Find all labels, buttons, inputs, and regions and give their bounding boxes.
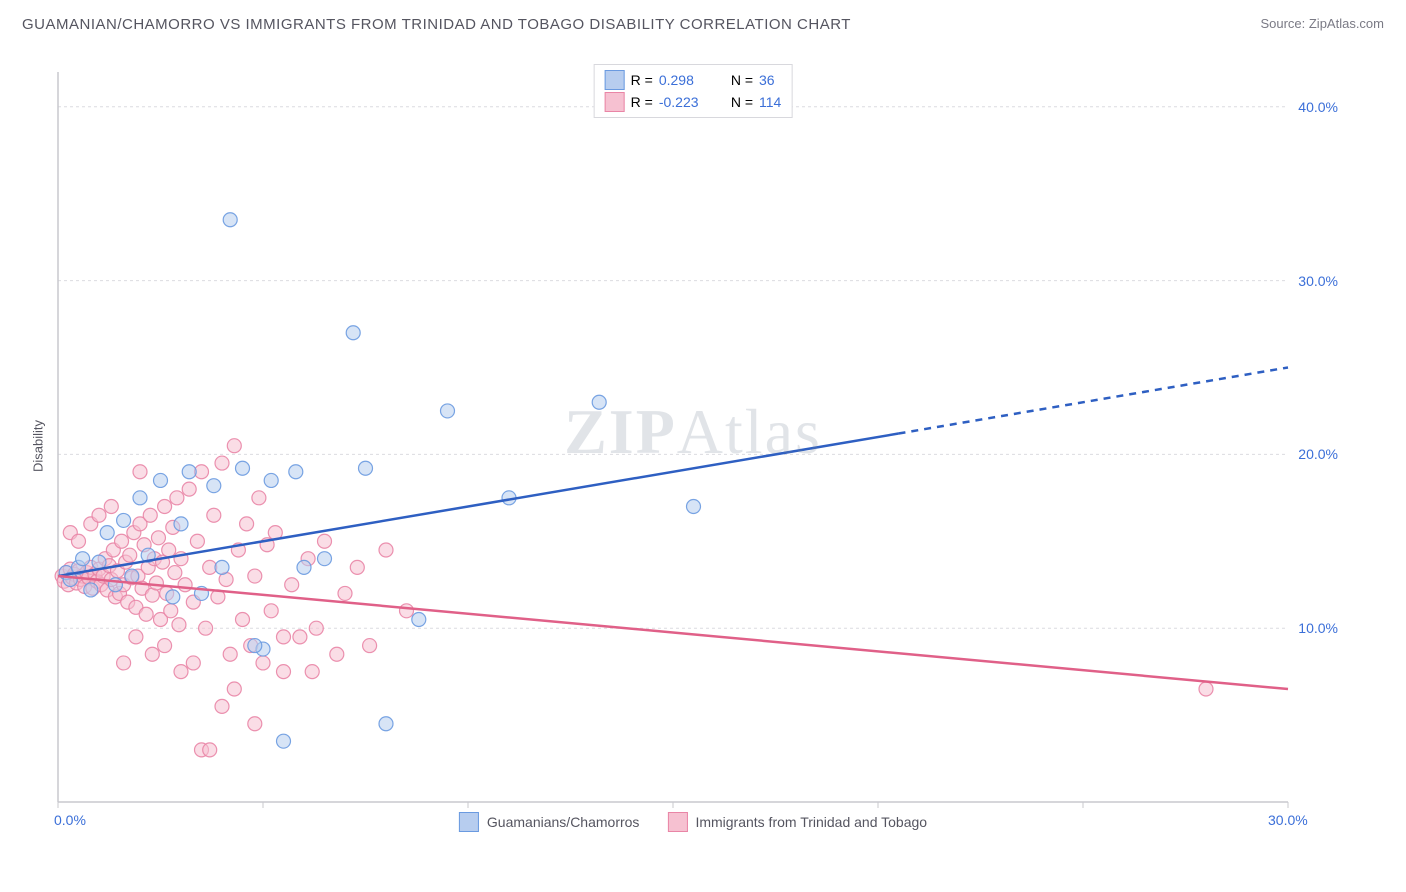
series-legend: Guamanians/Chamorros Immigrants from Tri…	[459, 812, 927, 832]
n-label-1: N =	[731, 91, 753, 113]
r-label-0: R =	[631, 69, 653, 91]
correlation-legend: R = 0.298 N = 36 R = -0.223 N = 114	[594, 64, 793, 118]
legend-item-0: Guamanians/Chamorros	[459, 812, 640, 832]
y-tick-label: 40.0%	[1298, 99, 1338, 115]
n-label-0: N =	[731, 69, 753, 91]
r-label-1: R =	[631, 91, 653, 113]
n-value-1: 114	[759, 91, 781, 113]
legend-bottom-swatch-1	[667, 812, 687, 832]
legend-swatch-0	[605, 70, 625, 90]
legend-row-series-1: R = -0.223 N = 114	[605, 91, 782, 113]
legend-label-1: Immigrants from Trinidad and Tobago	[695, 814, 927, 830]
r-value-0: 0.298	[659, 69, 709, 91]
plot-area: ZIPAtlas R = 0.298 N = 36 R = -0.223 N =…	[48, 62, 1338, 832]
chart-container: GUAMANIAN/CHAMORRO VS IMMIGRANTS FROM TR…	[0, 0, 1406, 892]
legend-swatch-1	[605, 92, 625, 112]
n-value-0: 36	[759, 69, 775, 91]
source-name: ZipAtlas.com	[1309, 16, 1384, 31]
y-tick-label: 10.0%	[1298, 620, 1338, 636]
legend-label-0: Guamanians/Chamorros	[487, 814, 640, 830]
y-tick-label: 20.0%	[1298, 446, 1338, 462]
x-tick-label: 0.0%	[54, 812, 86, 828]
legend-row-series-0: R = 0.298 N = 36	[605, 69, 782, 91]
chart-title: GUAMANIAN/CHAMORRO VS IMMIGRANTS FROM TR…	[22, 16, 851, 33]
x-tick-label: 30.0%	[1268, 812, 1308, 828]
y-axis-label: Disability	[31, 420, 46, 472]
r-value-1: -0.223	[659, 91, 709, 113]
chart-svg	[48, 62, 1338, 832]
source-label: Source:	[1260, 16, 1308, 31]
source-attribution: Source: ZipAtlas.com	[1260, 16, 1384, 31]
legend-item-1: Immigrants from Trinidad and Tobago	[667, 812, 927, 832]
y-tick-label: 30.0%	[1298, 273, 1338, 289]
legend-bottom-swatch-0	[459, 812, 479, 832]
